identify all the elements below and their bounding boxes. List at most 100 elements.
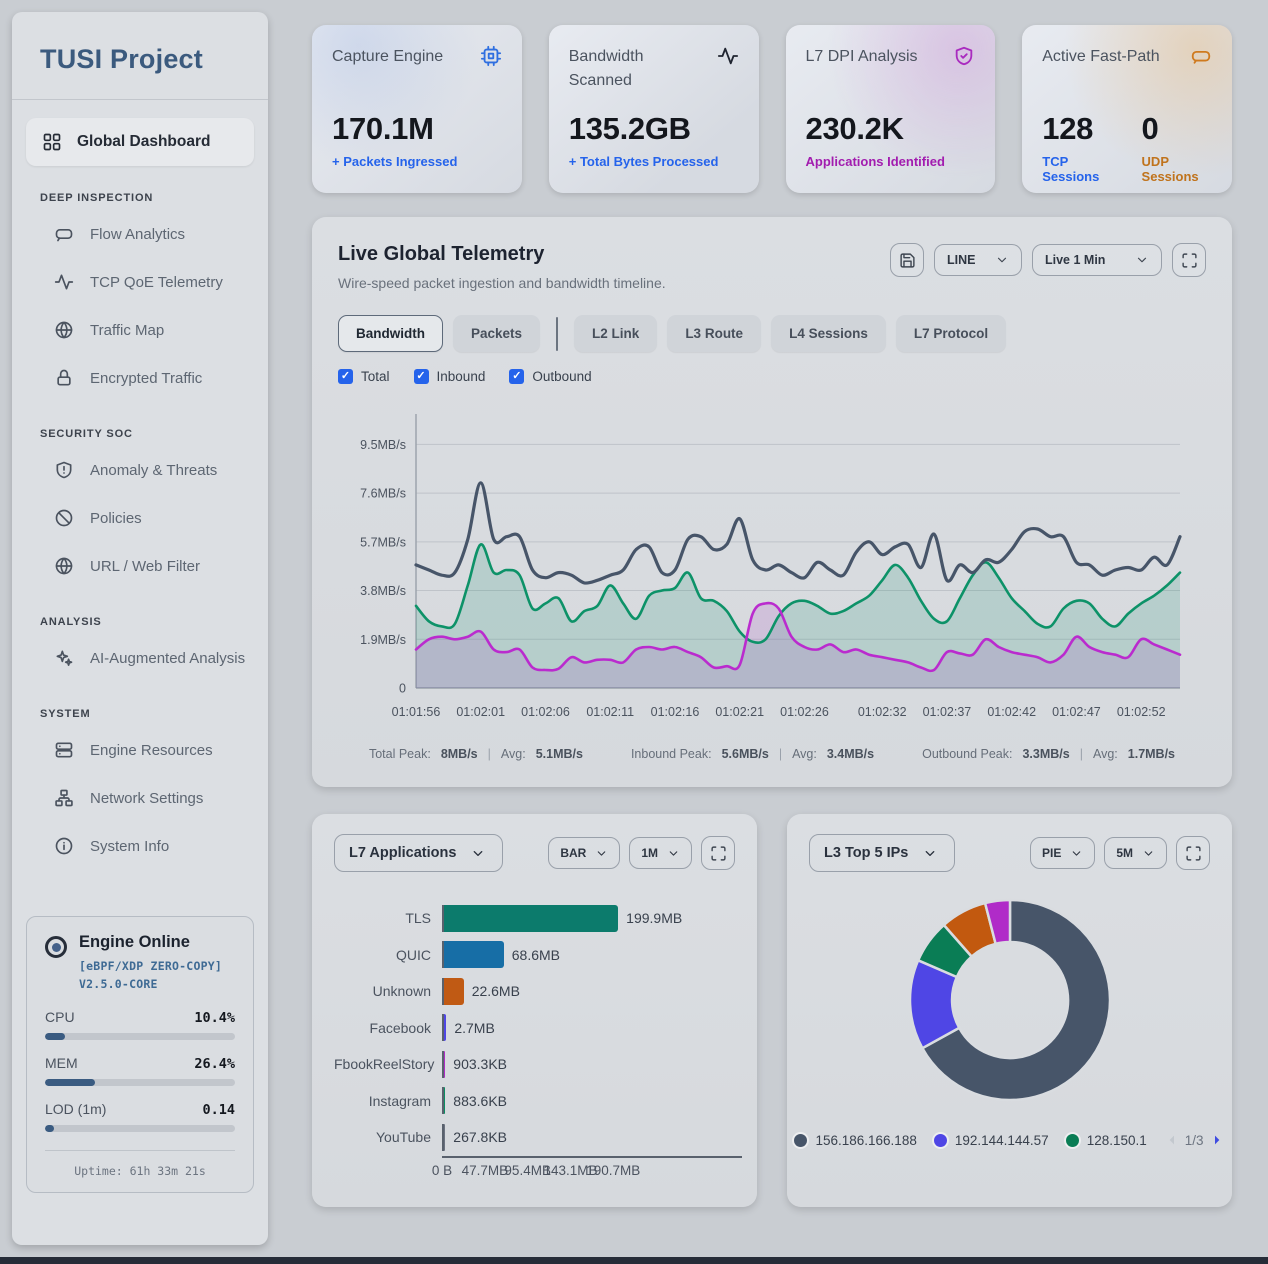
avg-label: Avg: [500, 747, 526, 761]
stat-card-head: Bandwidth Scanned [569, 45, 739, 111]
svg-text:9.5MB/s: 9.5MB/s [360, 438, 406, 452]
tab-packets[interactable]: Packets [453, 315, 541, 352]
bar-value-label: 2.7MB [454, 1019, 495, 1036]
peak-label: Inbound Peak: [630, 747, 712, 761]
avg-value: 3.4MB/s [826, 747, 875, 761]
app-title: TUSI Project [12, 12, 268, 100]
ban-icon [54, 508, 74, 528]
bar-category-label: Unknown [372, 983, 431, 1000]
legend-next-icon[interactable] [1209, 1132, 1225, 1148]
l3-top-ips-panel: L3 Top 5 IPs PIE 5M [787, 814, 1232, 1207]
tab-l2-link[interactable]: L2 Link [574, 315, 658, 352]
l7-fullscreen-button[interactable] [701, 836, 735, 870]
l7-dpi-analysis-icon [953, 45, 975, 67]
meter-track [45, 1124, 235, 1132]
tab-l3-route[interactable]: L3 Route [667, 315, 762, 352]
l7-metric-select[interactable]: L7 Applications [334, 834, 504, 872]
l3-range-select[interactable]: 5M [1104, 837, 1167, 869]
sidebar-item-global-dashboard[interactable]: Global Dashboard [26, 118, 254, 166]
bar-track: 2.7MB [442, 1014, 735, 1042]
l3-chart-type-select[interactable]: PIE [1029, 837, 1096, 869]
sidebar-item-network-settings[interactable]: Network Settings [12, 774, 268, 822]
l7-applications-panel: L7 Applications BAR 1M [312, 814, 757, 1207]
legend-dot [794, 1133, 808, 1147]
stat-card-title: L7 DPI Analysis [805, 48, 918, 65]
bar-fill [444, 977, 464, 1005]
shield-alert-icon [54, 460, 74, 480]
sidebar-item-label: Engine Resources [90, 741, 213, 759]
l7-range-select[interactable]: 1M [629, 837, 692, 869]
tab-l7-protocol[interactable]: L7 Protocol [895, 315, 1007, 352]
sidebar-item-url-web-filter[interactable]: URL / Web Filter [12, 542, 268, 590]
tab-group-divider [556, 316, 559, 351]
sidebar-item-policies[interactable]: Policies [12, 494, 268, 542]
meter-track [45, 1032, 235, 1040]
bar-track: 883.6KB [442, 1087, 735, 1115]
stat-card-title: Active Fast-Path [1042, 48, 1160, 65]
bar-value-label: 22.6MB [471, 983, 520, 1000]
bar-fill [444, 1123, 446, 1151]
sidebar-item-ai-augmented-analysis[interactable]: AI-Augmented Analysis [12, 634, 268, 682]
toggle-total[interactable]: ✓ Total [338, 369, 390, 384]
meter-value: 0.14 [202, 1101, 235, 1118]
checkbox-checked-icon: ✓ [413, 369, 429, 384]
tab-l4-sessions[interactable]: L4 Sessions [771, 315, 886, 352]
svg-text:01:02:47: 01:02:47 [1052, 705, 1101, 719]
bar-row-instagram: Instagram 883.6KB [334, 1083, 735, 1120]
legend-label: 192.144.144.57 [954, 1132, 1049, 1148]
bar-value-label: 883.6KB [453, 1092, 508, 1109]
bar-row-youtube: YouTube 267.8KB [334, 1119, 735, 1156]
server-icon [54, 740, 74, 760]
stat-value: 170.1M [332, 111, 434, 146]
save-snapshot-button[interactable] [890, 243, 924, 277]
engine-meters: CPU 10.4% MEM 26.4% LOD (1m) 0.14 [45, 1009, 235, 1132]
stat-metric: 170.1M + Packets Ingressed [332, 111, 457, 169]
l7-chart-type-select[interactable]: BAR [548, 837, 621, 869]
chart-type-select[interactable]: LINE [934, 244, 1022, 276]
sidebar-item-traffic-map[interactable]: Traffic Map [12, 306, 268, 354]
bar-x-tick: 95.4MB [504, 1162, 551, 1178]
window-edge-strip [0, 1257, 1268, 1264]
svg-text:01:02:06: 01:02:06 [521, 705, 570, 719]
stat-value: 135.2GB [568, 111, 691, 146]
l3-metric-select[interactable]: L3 Top 5 IPs [809, 834, 956, 872]
time-range-select[interactable]: Live 1 Min [1032, 244, 1162, 276]
sidebar-item-anomaly-threats[interactable]: Anomaly & Threats [12, 446, 268, 494]
legend-prev-icon[interactable] [1164, 1132, 1180, 1148]
legend-item-128-150-1: 128.150.1 [1065, 1132, 1147, 1148]
l3-range-value: 5M [1116, 846, 1133, 860]
bar-fill [444, 941, 504, 969]
l7-metric-value: L7 Applications [349, 845, 457, 861]
sidebar: TUSI Project Global Dashboard DEEP INSPE… [12, 12, 268, 1245]
toggle-outbound[interactable]: ✓ Outbound [509, 369, 592, 384]
chevron-down-icon [1070, 847, 1083, 860]
sidebar-item-system-info[interactable]: System Info [12, 822, 268, 870]
peak-value: 3.3MB/s [1022, 747, 1070, 761]
sidebar-item-tcp-qoe-telemetry[interactable]: TCP QoE Telemetry [12, 258, 268, 306]
telemetry-tabs: Bandwidth Packets L2 Link L3 Route L4 Sessio… [338, 315, 1206, 352]
sidebar-item-encrypted-traffic[interactable]: Encrypted Traffic [12, 354, 268, 402]
meter-value: 26.4% [194, 1055, 235, 1072]
dashboard-grid-icon [42, 132, 62, 152]
tab-bandwidth[interactable]: Bandwidth [338, 315, 443, 352]
telemetry-panel: Live Global Telemetry Wire-speed packet … [312, 217, 1232, 787]
legend-label: 128.150.1 [1086, 1132, 1147, 1148]
avg-label: Avg: [1092, 747, 1118, 761]
stat-metric: 0 UDP Sessions [1142, 111, 1212, 184]
globe-icon [54, 320, 74, 340]
legend-label: 156.186.166.188 [815, 1132, 917, 1148]
svg-text:01:02:26: 01:02:26 [780, 705, 829, 719]
l3-fullscreen-button[interactable] [1176, 836, 1210, 870]
toggle-inbound[interactable]: ✓ Inbound [413, 369, 486, 384]
stat-card-l7-dpi-analysis: L7 DPI Analysis 230.2K Applications Identi… [786, 25, 996, 193]
toggle-label: Outbound [532, 369, 592, 384]
bar-x-tick: 190.7MB [586, 1162, 641, 1178]
sidebar-item-engine-resources[interactable]: Engine Resources [12, 726, 268, 774]
bar-category-label: QUIC [396, 946, 431, 963]
sidebar-item-flow-analytics[interactable]: Flow Analytics [12, 210, 268, 258]
globe-icon [54, 556, 74, 576]
engine-version: [eBPF/XDP ZERO-COPY] V2.5.0-CORE [79, 959, 223, 992]
network-icon [54, 788, 74, 808]
toggle-label: Inbound [436, 369, 486, 384]
fullscreen-button[interactable] [1172, 243, 1206, 277]
